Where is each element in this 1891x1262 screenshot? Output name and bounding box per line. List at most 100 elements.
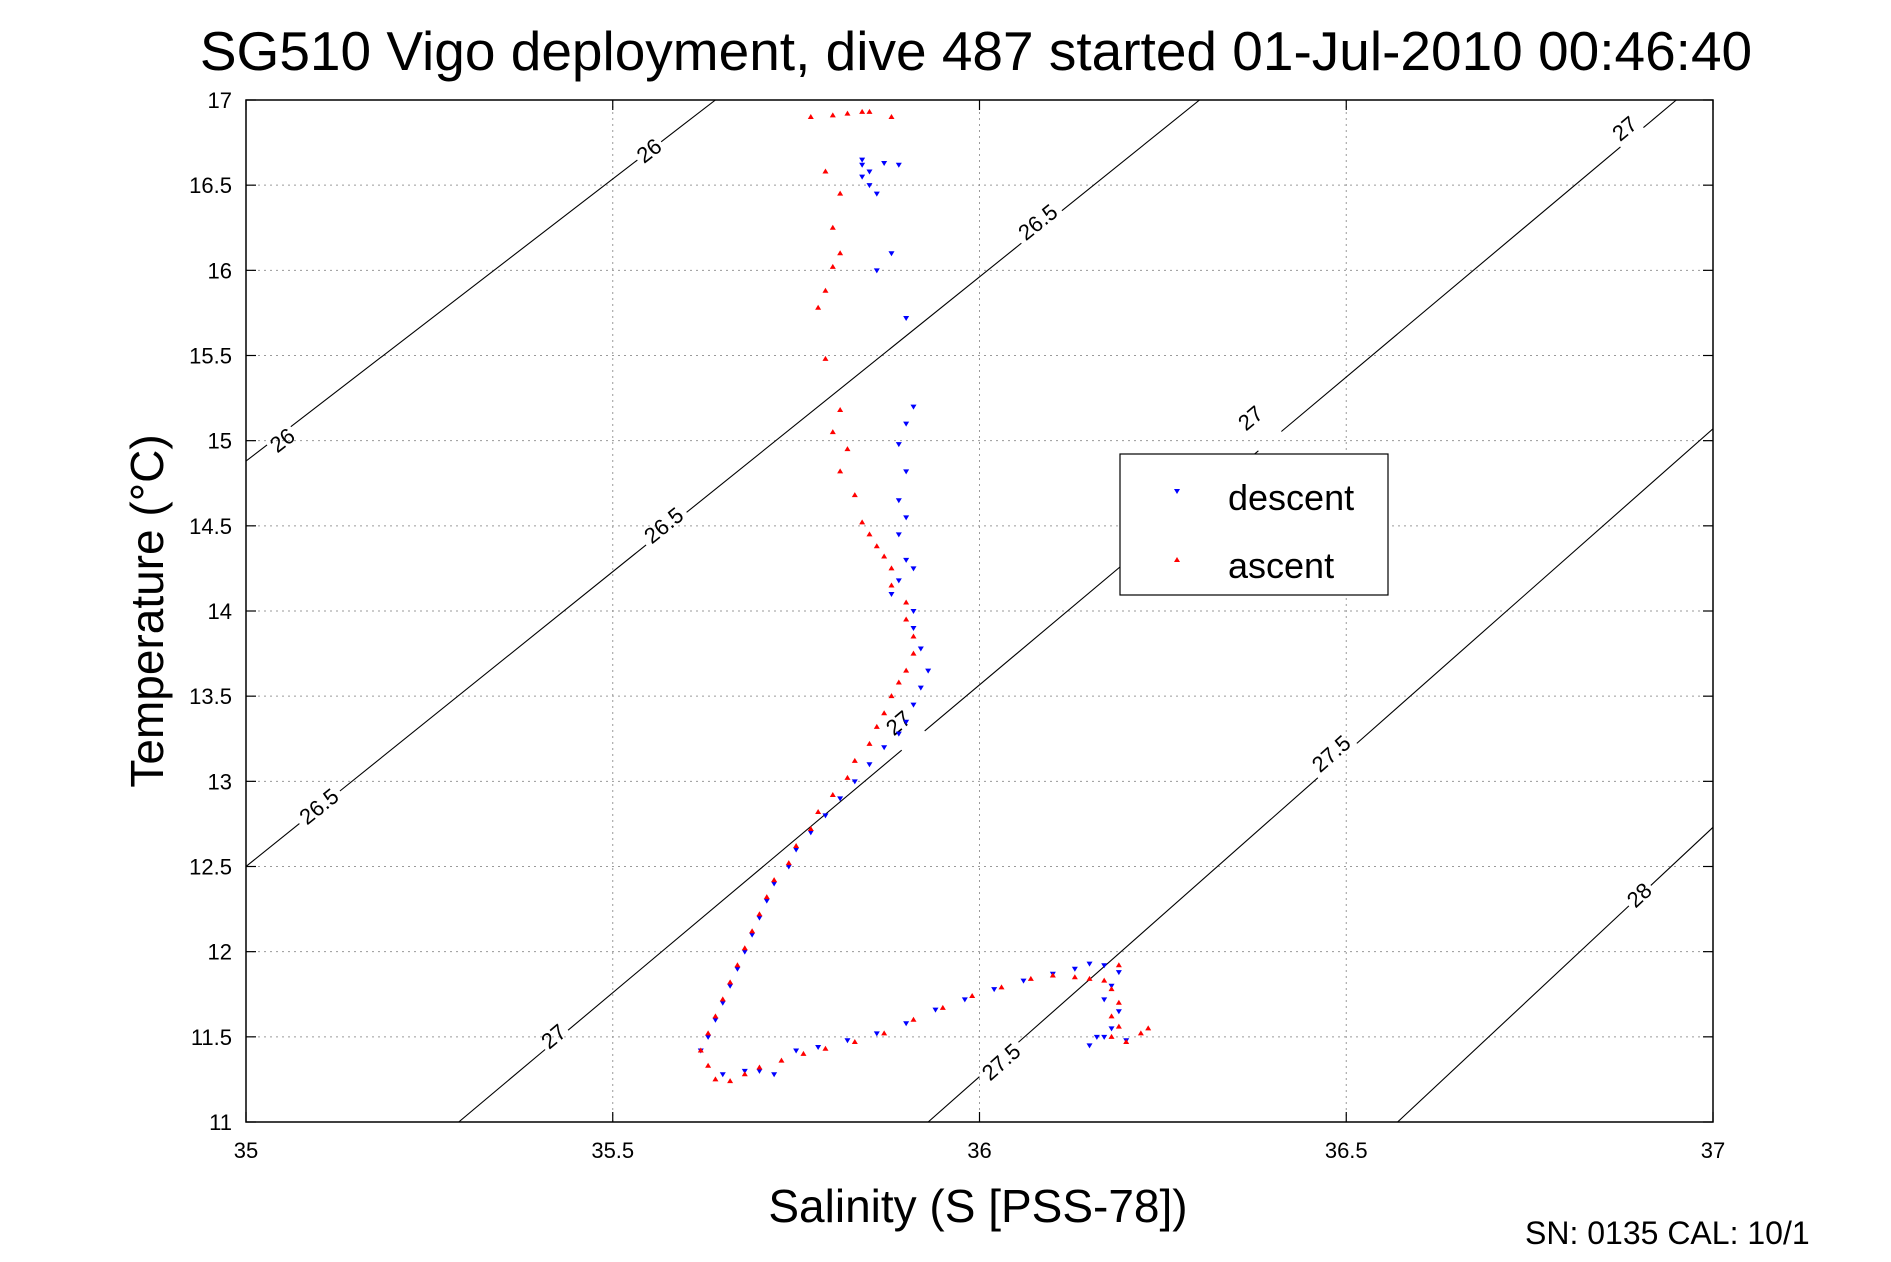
ascent-point (844, 774, 851, 780)
ascent-point (829, 112, 836, 118)
y-tick-label: 12 (208, 940, 232, 965)
descent-point (910, 404, 917, 410)
ascent-point (727, 1078, 734, 1084)
legend-box (1119, 453, 1389, 596)
descent-point (925, 668, 932, 674)
legend-descent-label: descent (1228, 477, 1354, 518)
descent-point (917, 685, 924, 691)
ascent-point (705, 1062, 712, 1068)
density-contour-line (927, 428, 1713, 1122)
descent-point (903, 316, 910, 322)
y-tick-label: 16 (208, 258, 232, 283)
ascent-point (1101, 977, 1108, 983)
ascent-point (888, 693, 895, 699)
y-tick-label: 11.5 (191, 1025, 232, 1050)
ascent-point (910, 1016, 917, 1022)
ascent-point (1145, 1025, 1152, 1031)
ascent-point (903, 599, 910, 605)
ascent-point (1108, 986, 1115, 992)
descent-point (741, 949, 748, 955)
descent-point (763, 898, 770, 904)
descent-point (895, 162, 902, 168)
descent-point (749, 932, 756, 938)
ascent-point (712, 1013, 719, 1019)
ascent-point (822, 1045, 829, 1051)
ascent-point (771, 877, 778, 883)
chart-title: SG510 Vigo deployment, dive 487 started … (200, 20, 1752, 82)
ascent-point (866, 108, 873, 114)
x-tick-label: 36.5 (1325, 1138, 1368, 1163)
descent-point (873, 191, 880, 197)
descent-point (785, 864, 792, 870)
ascent-point (866, 740, 873, 746)
ascent-point (727, 979, 734, 985)
y-tick-label: 14 (208, 599, 232, 624)
descent-point (719, 1072, 726, 1078)
descent-point (771, 881, 778, 887)
descent-point (756, 1068, 763, 1074)
ascent-point (844, 446, 851, 452)
descent-point (873, 1031, 880, 1037)
descent-point (1093, 1034, 1100, 1040)
descent-point (1071, 966, 1078, 972)
descent-point (793, 847, 800, 853)
ascent-point (837, 407, 844, 413)
ascent-point (749, 928, 756, 934)
ascent-point (866, 531, 873, 537)
descent-point (866, 183, 873, 189)
x-axis-ticks: 35 35.5 36 36.5 37 (234, 100, 1725, 1163)
ascent-point (888, 114, 895, 120)
ascent-point (829, 224, 836, 230)
ascent-point (822, 287, 829, 293)
descent-point (1101, 963, 1108, 969)
descent-point (815, 1045, 822, 1051)
ascent-series (697, 108, 1152, 1084)
descent-point (910, 626, 917, 632)
descent-point (881, 161, 888, 167)
ascent-point (822, 355, 829, 361)
descent-point (727, 983, 734, 989)
serial-calibration-footer: SN: 0135 CAL: 10/1 (1525, 1215, 1810, 1251)
ascent-point (837, 190, 844, 196)
y-tick-label: 13 (208, 769, 232, 794)
ascent-point (1108, 1013, 1115, 1019)
ascent-point (969, 992, 976, 998)
density-contour-line (246, 100, 716, 462)
descent-point (881, 745, 888, 751)
descent-point (1086, 1043, 1093, 1049)
descent-point (1115, 1009, 1122, 1015)
descent-point (719, 1000, 726, 1006)
descent-point (771, 1072, 778, 1078)
ascent-point (859, 108, 866, 114)
descent-point (895, 532, 902, 538)
grid (246, 100, 1713, 1122)
y-tick-label: 13.5 (189, 684, 232, 709)
data-points (697, 108, 1152, 1084)
descent-point (903, 515, 910, 521)
ascent-point (800, 1050, 807, 1056)
ascent-point (888, 565, 895, 571)
descent-point (837, 796, 844, 802)
descent-point (1086, 961, 1093, 967)
descent-point (895, 442, 902, 448)
descent-point (895, 578, 902, 584)
density-contour-line (1397, 826, 1713, 1122)
ascent-point (888, 582, 895, 588)
ascent-point (844, 110, 851, 116)
ascent-point (712, 1076, 719, 1082)
descent-point (903, 1021, 910, 1027)
ascent-point (1049, 972, 1056, 978)
descent-point (844, 1038, 851, 1044)
descent-point (910, 609, 917, 614)
descent-point (807, 830, 814, 836)
descent-point (793, 1048, 800, 1054)
descent-point (888, 251, 895, 257)
x-tick-label: 36 (967, 1138, 991, 1163)
ascent-point (705, 1030, 712, 1036)
descent-point (1101, 1034, 1108, 1040)
ascent-point (1137, 1030, 1144, 1036)
descent-point (859, 174, 866, 180)
descent-point (859, 162, 866, 168)
y-tick-label: 12.5 (189, 855, 232, 880)
ascent-point (756, 911, 763, 917)
